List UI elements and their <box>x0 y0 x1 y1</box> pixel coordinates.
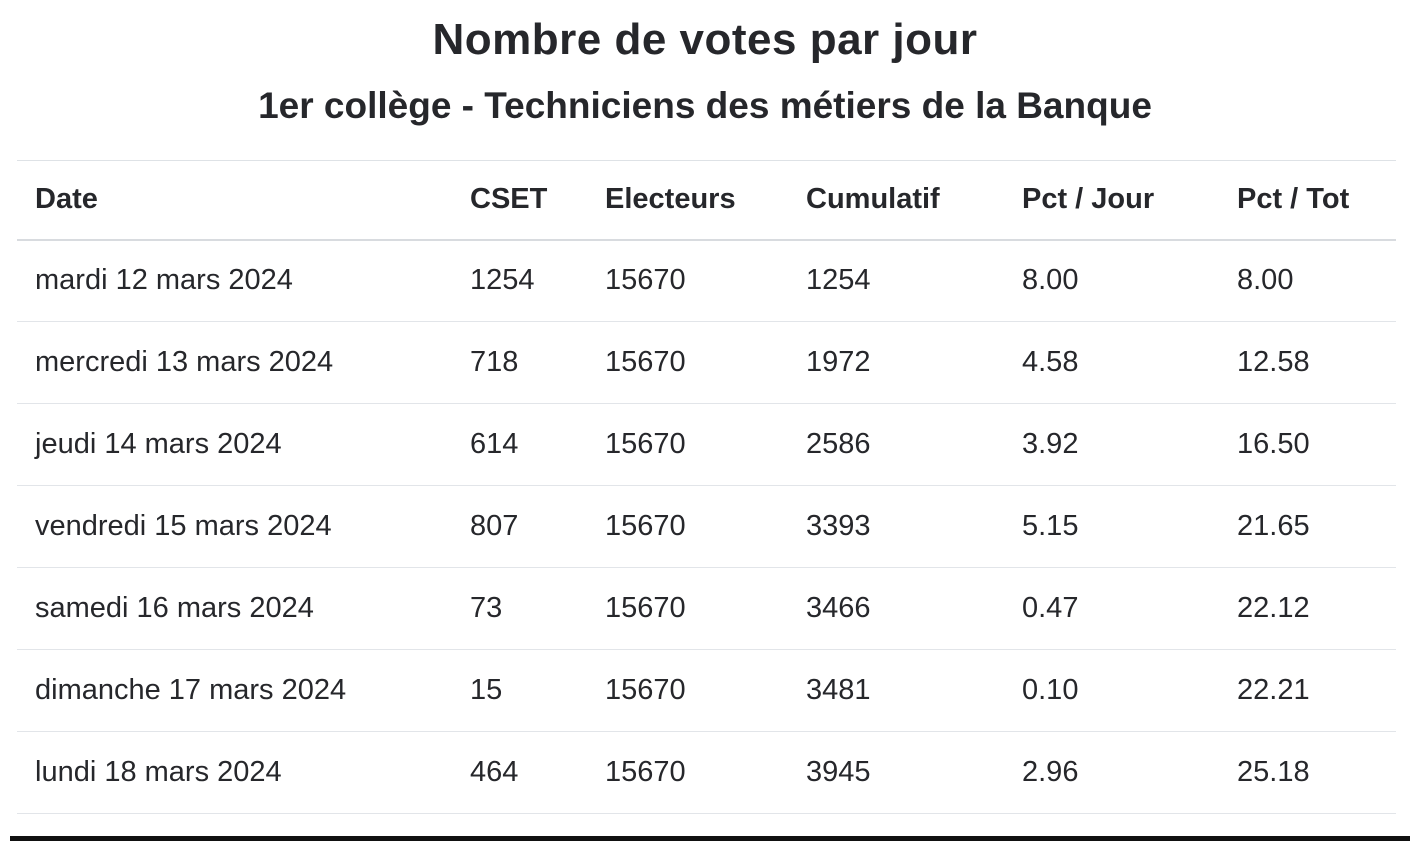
cell-cumulatif: 1254 <box>806 239 1022 322</box>
col-header-cumulatif: Cumulatif <box>806 160 1022 241</box>
cell-pct-tot: 21.65 <box>1237 485 1396 568</box>
cell-date: samedi 16 mars 2024 <box>17 567 470 650</box>
cell-cumulatif: 3945 <box>806 731 1022 814</box>
cell-pct-tot: 22.21 <box>1237 649 1396 732</box>
col-header-pct-tot: Pct / Tot <box>1237 160 1396 241</box>
cell-pct-jour: 0.10 <box>1022 649 1237 732</box>
cell-pct-jour: 4.58 <box>1022 321 1237 404</box>
cell-pct-jour: 8.00 <box>1022 239 1237 322</box>
cell-cumulatif: 3393 <box>806 485 1022 568</box>
cell-cumulatif: 3481 <box>806 649 1022 732</box>
page-title: Nombre de votes par jour <box>432 15 978 64</box>
cell-pct-jour: 0.47 <box>1022 567 1237 650</box>
cell-electeurs: 15670 <box>605 649 806 732</box>
table-header: Date CSET Electeurs Cumulatif Pct / Jour… <box>17 160 1396 241</box>
cell-cset: 718 <box>470 321 605 404</box>
table-row: samedi 16 mars 2024 73 15670 3466 0.47 2… <box>17 567 1396 650</box>
cell-electeurs: 15670 <box>605 403 806 486</box>
cell-cset: 1254 <box>470 239 605 322</box>
cell-electeurs: 15670 <box>605 731 806 814</box>
cell-date: jeudi 14 mars 2024 <box>17 403 470 486</box>
cell-pct-tot: 12.58 <box>1237 321 1396 404</box>
cell-cset: 15 <box>470 649 605 732</box>
table-row: lundi 18 mars 2024 464 15670 3945 2.96 2… <box>17 731 1396 814</box>
table-row: jeudi 14 mars 2024 614 15670 2586 3.92 1… <box>17 403 1396 486</box>
widget-header: Nombre de votes par jour 1er collège - T… <box>0 0 1410 160</box>
cell-pct-tot: 22.12 <box>1237 567 1396 650</box>
cell-cset: 807 <box>470 485 605 568</box>
cell-cumulatif: 3466 <box>806 567 1022 650</box>
table-header-row: Date CSET Electeurs Cumulatif Pct / Jour… <box>17 160 1396 241</box>
cell-date: vendredi 15 mars 2024 <box>17 485 470 568</box>
cell-pct-jour: 2.96 <box>1022 731 1237 814</box>
cell-date: dimanche 17 mars 2024 <box>17 649 470 732</box>
votes-table: Date CSET Electeurs Cumulatif Pct / Jour… <box>17 160 1396 814</box>
cell-pct-jour: 5.15 <box>1022 485 1237 568</box>
cell-cumulatif: 1972 <box>806 321 1022 404</box>
cell-cumulatif: 2586 <box>806 403 1022 486</box>
bottom-edge-bar <box>10 836 1410 841</box>
table-row: mardi 12 mars 2024 1254 15670 1254 8.00 … <box>17 239 1396 322</box>
col-header-cset: CSET <box>470 160 605 241</box>
col-header-electeurs: Electeurs <box>605 160 806 241</box>
page-subtitle: 1er collège - Techniciens des métiers de… <box>258 85 1152 126</box>
cell-electeurs: 15670 <box>605 567 806 650</box>
cell-cset: 73 <box>470 567 605 650</box>
cell-pct-jour: 3.92 <box>1022 403 1237 486</box>
col-header-pct-jour: Pct / Jour <box>1022 160 1237 241</box>
cell-electeurs: 15670 <box>605 321 806 404</box>
cell-date: mardi 12 mars 2024 <box>17 239 470 322</box>
cell-cset: 614 <box>470 403 605 486</box>
col-header-date: Date <box>17 160 470 241</box>
cell-date: mercredi 13 mars 2024 <box>17 321 470 404</box>
cell-electeurs: 15670 <box>605 485 806 568</box>
cell-cset: 464 <box>470 731 605 814</box>
cell-pct-tot: 16.50 <box>1237 403 1396 486</box>
table-row: mercredi 13 mars 2024 718 15670 1972 4.5… <box>17 321 1396 404</box>
cell-pct-tot: 8.00 <box>1237 239 1396 322</box>
table-row: vendredi 15 mars 2024 807 15670 3393 5.1… <box>17 485 1396 568</box>
cell-electeurs: 15670 <box>605 239 806 322</box>
cell-pct-tot: 25.18 <box>1237 731 1396 814</box>
table-row: dimanche 17 mars 2024 15 15670 3481 0.10… <box>17 649 1396 732</box>
cell-date: lundi 18 mars 2024 <box>17 731 470 814</box>
table-body: mardi 12 mars 2024 1254 15670 1254 8.00 … <box>17 239 1396 814</box>
